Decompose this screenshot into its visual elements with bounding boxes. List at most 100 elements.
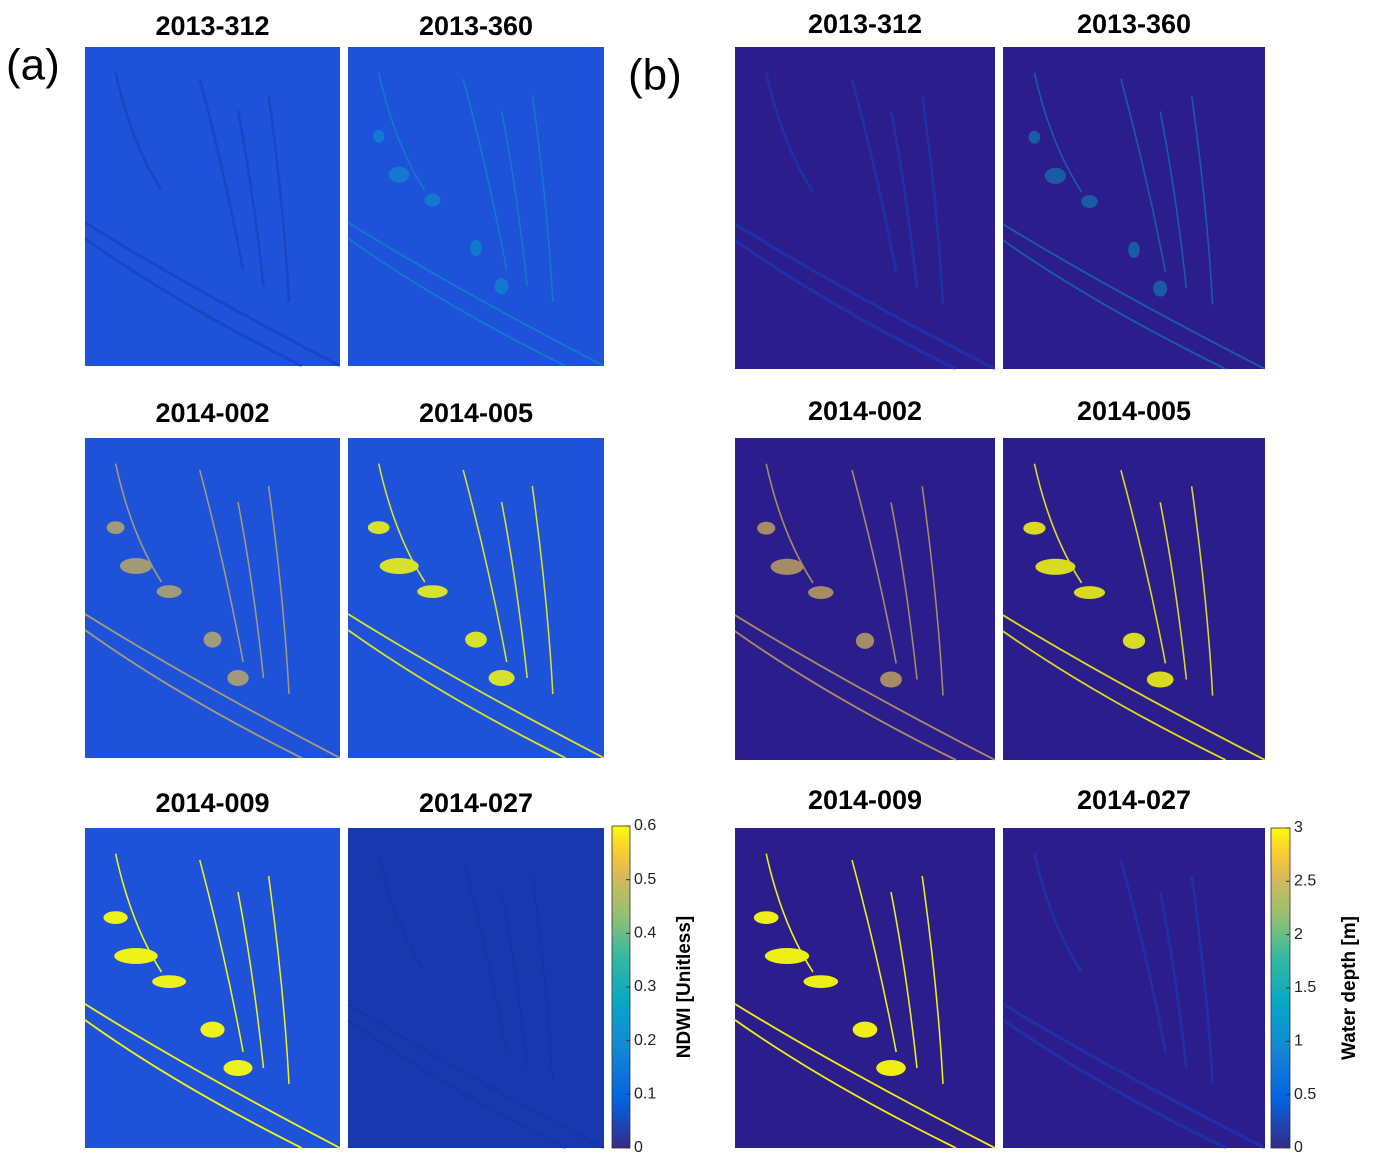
map-streak bbox=[1002, 223, 1266, 370]
image-title: 2013-312 bbox=[155, 11, 269, 41]
map-streak bbox=[347, 1018, 567, 1150]
map-streak bbox=[734, 630, 957, 761]
map-streak bbox=[236, 110, 265, 287]
map-pond bbox=[876, 1060, 906, 1076]
colorbar-tick-label: 0 bbox=[1294, 1139, 1303, 1152]
colorbar-tick-label: 1 bbox=[1294, 1033, 1303, 1050]
map-streak bbox=[347, 221, 605, 367]
map-streak bbox=[1002, 1018, 1227, 1150]
map-pond bbox=[227, 670, 249, 686]
map-image bbox=[84, 828, 341, 1149]
image-title: 2014-027 bbox=[1077, 785, 1191, 815]
map-streak bbox=[347, 1002, 605, 1150]
map-streak bbox=[1002, 614, 1266, 761]
map-streak bbox=[1158, 891, 1188, 1069]
map-background bbox=[1003, 438, 1265, 760]
map-streak bbox=[462, 469, 508, 663]
map-background bbox=[85, 47, 340, 366]
colorbar-tick-label: 0.5 bbox=[634, 871, 656, 888]
map-pond bbox=[156, 585, 182, 598]
map-background bbox=[348, 828, 604, 1148]
map-streak bbox=[114, 463, 163, 583]
image-title: 2014-002 bbox=[808, 396, 922, 426]
panel-label: (a) bbox=[6, 41, 60, 90]
map-streak bbox=[851, 859, 897, 1053]
map-background bbox=[1003, 828, 1265, 1148]
map-streak bbox=[765, 853, 814, 973]
map-streak bbox=[377, 853, 426, 973]
map-features bbox=[734, 853, 996, 1149]
map-pond bbox=[424, 193, 441, 207]
map-streak bbox=[199, 469, 244, 663]
map-pond bbox=[417, 585, 448, 598]
map-background bbox=[348, 47, 604, 366]
map-streak bbox=[531, 485, 554, 695]
map-streak bbox=[267, 94, 291, 303]
colorbar-label: Water depth [m] bbox=[1339, 916, 1360, 1060]
colorbar-tick-label: 0.1 bbox=[634, 1086, 656, 1103]
map-streak bbox=[84, 1003, 341, 1149]
map-pond bbox=[808, 586, 834, 599]
colorbar-tick-label: 1.5 bbox=[1294, 979, 1316, 996]
map-features bbox=[1002, 72, 1266, 370]
image-title: 2014-005 bbox=[1077, 396, 1191, 426]
map-streak bbox=[1120, 469, 1167, 664]
map-pond bbox=[152, 975, 187, 988]
map-streak bbox=[1033, 463, 1083, 584]
map-features bbox=[347, 463, 605, 759]
map-features bbox=[1002, 853, 1266, 1150]
map-streak bbox=[1159, 502, 1188, 680]
map-features bbox=[1002, 463, 1266, 761]
map-background bbox=[1003, 47, 1265, 369]
map-pond bbox=[1081, 195, 1098, 208]
image-title: 2013-312 bbox=[808, 9, 922, 39]
colorbar-tick-label: 0.3 bbox=[634, 978, 656, 995]
map-features bbox=[734, 463, 996, 761]
map-features bbox=[347, 853, 605, 1150]
map-pond bbox=[764, 948, 810, 964]
map-streak bbox=[1190, 486, 1214, 696]
map-streak bbox=[920, 95, 945, 305]
map-streak bbox=[851, 469, 897, 664]
map-pond bbox=[223, 1060, 253, 1076]
map-pond bbox=[1044, 167, 1067, 184]
map-streak bbox=[765, 463, 814, 584]
map-pond bbox=[106, 521, 125, 534]
image-title: 2013-360 bbox=[1077, 9, 1191, 39]
colorbar-tick-label: 0.6 bbox=[634, 817, 656, 834]
map-pond bbox=[494, 278, 509, 295]
map-image bbox=[734, 438, 996, 761]
map-image bbox=[347, 828, 605, 1150]
map-pond bbox=[119, 558, 153, 574]
map-pond bbox=[1122, 632, 1146, 649]
map-pond bbox=[753, 911, 779, 924]
map-streak bbox=[237, 891, 265, 1069]
map-streak bbox=[850, 78, 898, 273]
map-streak bbox=[1119, 859, 1167, 1053]
map-streak bbox=[114, 72, 163, 192]
map-streak bbox=[734, 614, 996, 761]
map-pond bbox=[372, 129, 385, 143]
map-features bbox=[84, 853, 341, 1149]
colorbar-tick-label: 0.2 bbox=[634, 1032, 656, 1049]
map-pond bbox=[1035, 558, 1076, 575]
map-streak bbox=[198, 78, 245, 271]
map-pond bbox=[855, 632, 875, 649]
map-streak bbox=[199, 859, 244, 1053]
map-image bbox=[734, 828, 996, 1149]
colorbar-tick-label: 3 bbox=[1294, 819, 1303, 836]
map-streak bbox=[500, 891, 529, 1069]
map-pond bbox=[1073, 586, 1106, 599]
colorbar-tick-label: 0.5 bbox=[1294, 1086, 1316, 1103]
map-pond bbox=[880, 671, 902, 688]
map-streak bbox=[237, 501, 265, 679]
map-streak bbox=[1033, 72, 1083, 193]
map-image bbox=[84, 438, 341, 759]
map-streak bbox=[531, 875, 555, 1085]
map-streak bbox=[347, 237, 566, 367]
map-streak bbox=[1190, 875, 1214, 1085]
map-image bbox=[1002, 828, 1266, 1150]
panel-label: (b) bbox=[628, 51, 682, 100]
map-streak bbox=[1033, 853, 1083, 973]
